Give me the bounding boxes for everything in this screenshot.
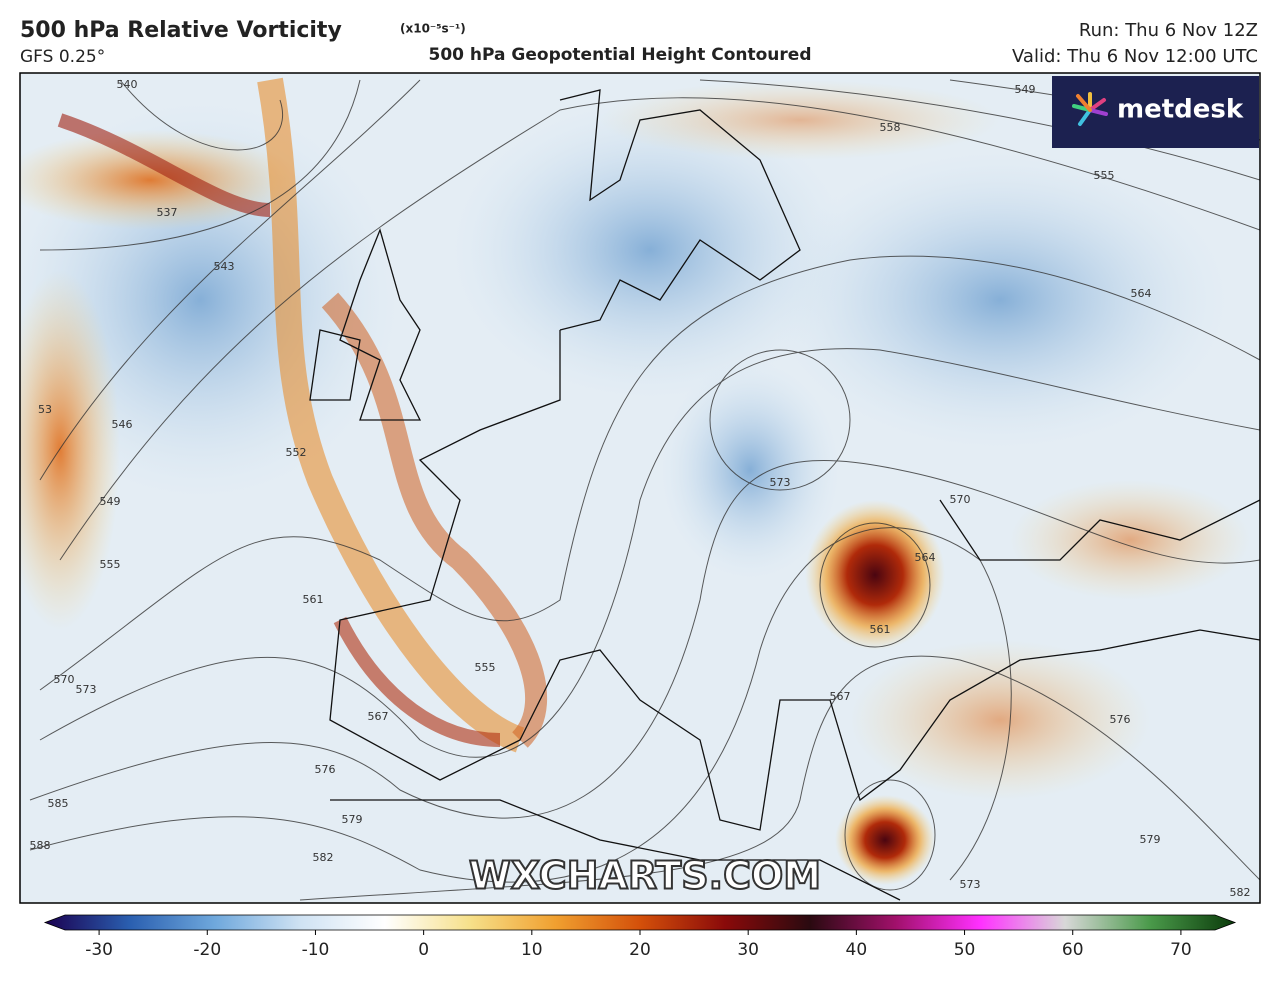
contour-label: 555 [1094,169,1115,182]
contour-label: 573 [76,683,97,696]
contour-label: 564 [915,551,936,564]
coastlines [309,89,1260,901]
contour-label: 582 [1230,886,1251,899]
logo-petal [1076,94,1092,112]
contour [29,527,1012,883]
watermark: WXCHARTS.COM [469,854,821,898]
field [600,80,1000,160]
contour-label: 561 [303,593,324,606]
contour-label: 549 [100,495,121,508]
field [20,270,120,630]
colorbar-tick-label: 20 [629,940,651,960]
logo-petal [1088,98,1106,112]
contour-label: 564 [1131,287,1152,300]
field [850,640,1150,800]
map-frame [19,72,1261,904]
colorbar-tick-label: 30 [737,940,759,960]
contour-label: 588 [30,839,51,852]
contour [39,255,1260,691]
coast [329,330,1260,831]
colorbar-tick-label: 10 [521,940,543,960]
colorbar: -30 -20 -10 0 10 20 30 40 50 60 70 [43,914,1237,960]
contour-label: 543 [214,260,235,273]
logo-icon [1072,92,1108,126]
logo-petal [1078,108,1092,126]
contour [709,349,851,491]
model: GFS 0.25° [20,47,105,67]
contour-label: 540 [117,78,138,91]
colorbar-tick-label: -30 [85,940,113,960]
contour [39,79,361,251]
contour-label: 576 [315,763,336,776]
contour-label: 567 [830,690,851,703]
contour [844,779,936,891]
contour [119,79,283,151]
contour-label: 585 [48,797,69,810]
contour [59,97,1260,561]
contour [29,459,1260,819]
field [770,150,1230,450]
run-time: Run: Thu 6 Nov 12Z [1079,20,1258,41]
units: (x10⁻⁵s⁻¹) [400,22,466,36]
colorbar-tick-label: 50 [954,940,976,960]
africa-coast [330,799,901,901]
contour-label: 558 [880,121,901,134]
contour-label: 549 [1015,83,1036,96]
contour-label: 537 [157,206,178,219]
logo-text: metdesk [1117,95,1244,125]
contour-label: 579 [1140,833,1161,846]
logo-petal [1088,108,1108,116]
britain [339,227,422,421]
contour [819,522,931,648]
height-contours [29,79,1260,901]
colorbar-tick-label: 60 [1062,940,1084,960]
contour-label: 579 [342,813,363,826]
vorticity-band [257,77,525,753]
colorbar-tick-label: 40 [846,940,868,960]
colorbar-tick-label: -20 [193,940,221,960]
field [450,100,850,400]
contour-label: 573 [960,878,981,891]
contour-label: 546 [112,418,133,431]
contour-label: 573 [770,476,791,489]
black-sea [939,499,1260,561]
contour-label: 567 [368,710,389,723]
contour [39,348,1260,758]
map: 5405375435465495555525615705735675765795… [20,73,1260,903]
contour-label: 561 [870,623,891,636]
title: 500 hPa Relative Vorticity [20,18,342,43]
colorbar-bar [43,914,1237,931]
contour-label: 570 [54,673,75,686]
contour-label: 552 [286,446,307,459]
vorticity-band [321,292,547,748]
contour [39,79,421,481]
field [1010,480,1250,600]
subtitle: 500 hPa Geopotential Height Contoured [429,45,812,65]
contour-label: 555 [100,558,121,571]
contour-label: 555 [475,661,496,674]
contour-label: 570 [950,493,971,506]
field [660,360,840,580]
contour-labels: 5405375435465495555525615705735675765795… [30,78,1251,899]
valid-time: Valid: Thu 6 Nov 12:00 UTC [1012,46,1258,67]
contour-label: 582 [313,851,334,864]
ireland [309,329,361,401]
vortex [835,795,935,885]
contour-label: 576 [1110,713,1131,726]
colorbar-tick-label: 0 [418,940,429,960]
colorbar-tick-label: 70 [1170,940,1192,960]
scandinavia [559,89,801,331]
vorticity-band [333,616,501,747]
vorticity-band [57,113,271,217]
contour-label: 53 [38,403,52,416]
contour [699,79,1260,181]
colorbar-tick-label: -10 [302,940,330,960]
